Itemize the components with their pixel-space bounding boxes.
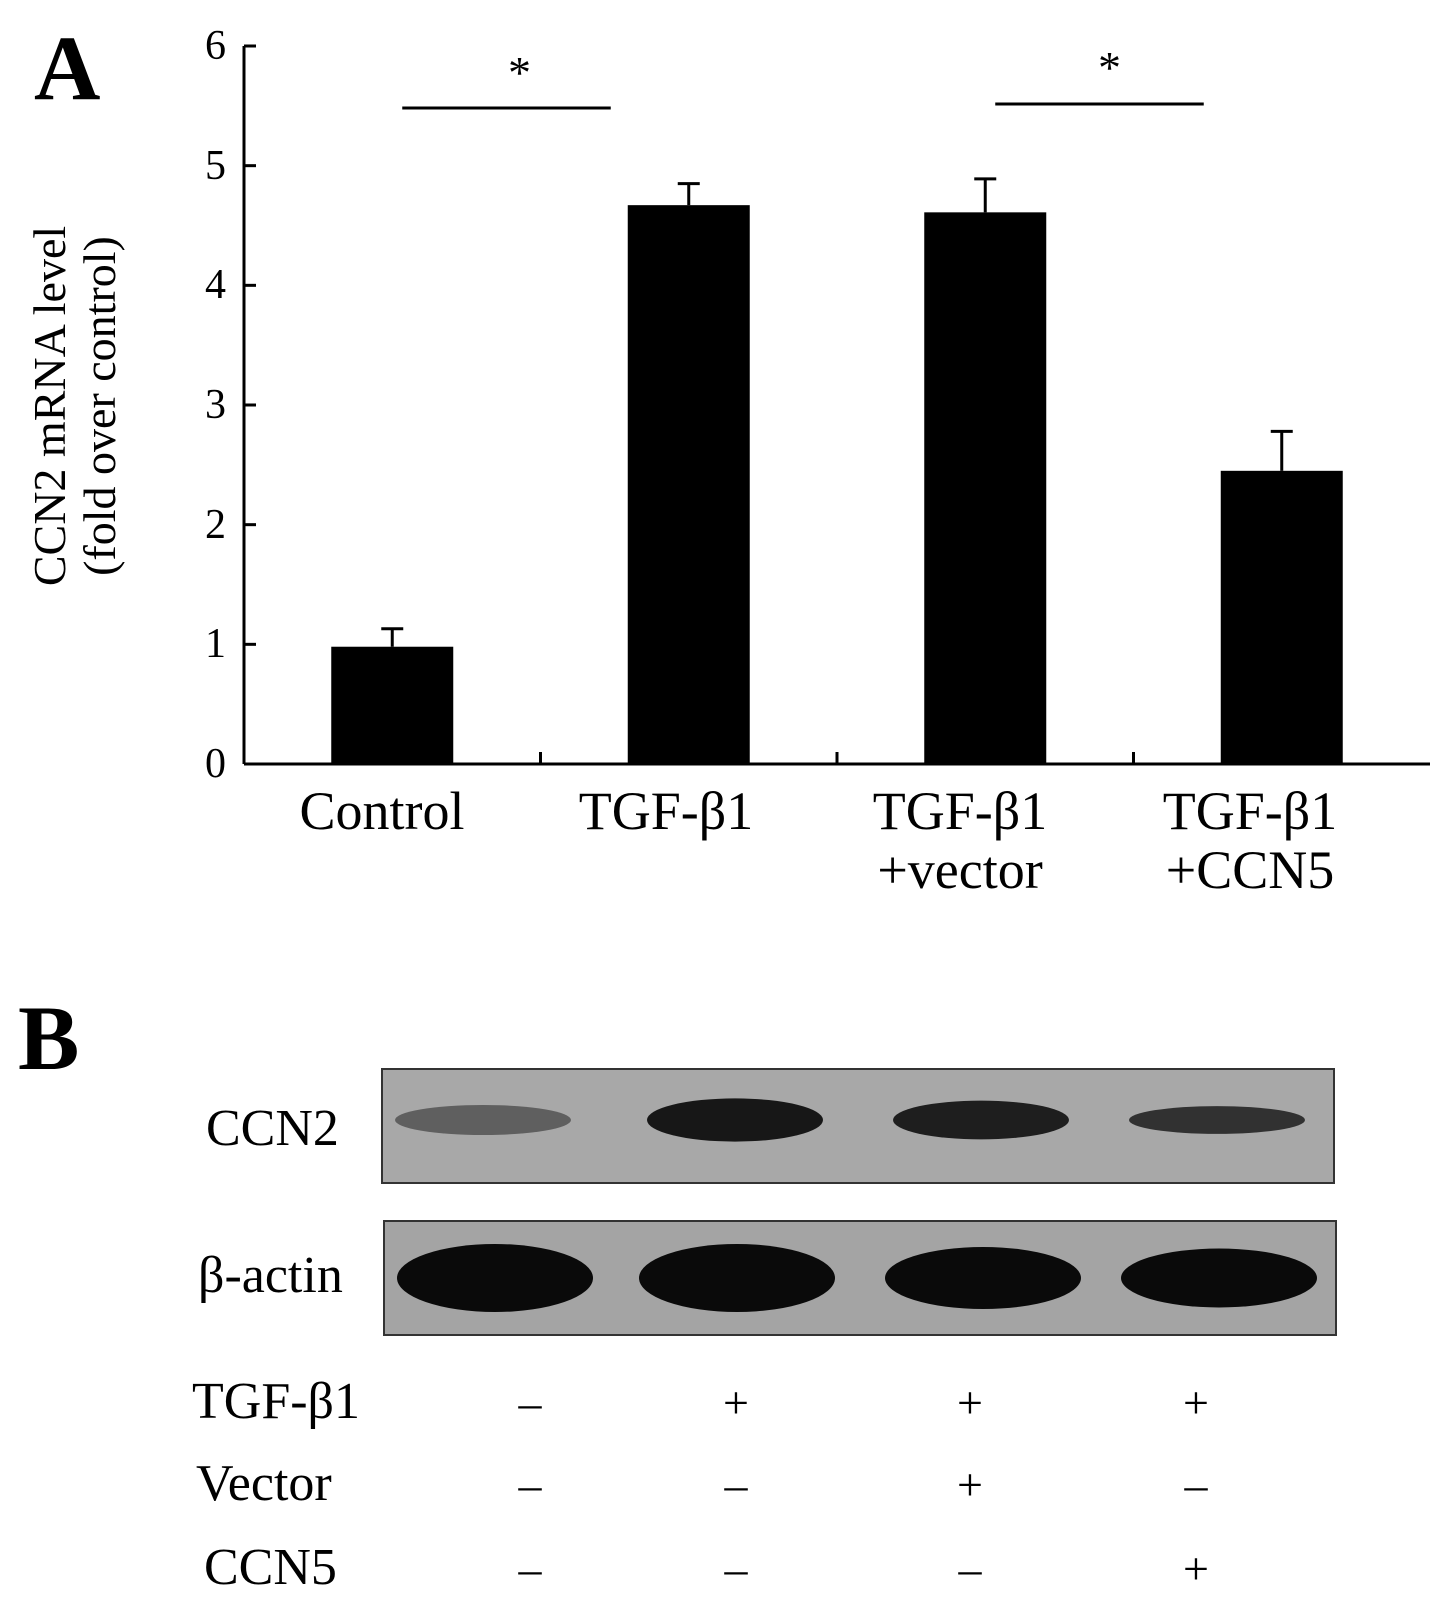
blot-band-1-0: [397, 1244, 593, 1312]
treatment-symbol: +: [957, 1459, 983, 1510]
blot-band-0-2: [893, 1100, 1069, 1140]
y-tick-label: 5: [205, 142, 226, 189]
category-label-tgf-vector: TGF-β1 +vector: [872, 781, 1048, 901]
bar-chart: [242, 44, 1430, 766]
y-tick-label: 4: [205, 262, 226, 309]
blot-band-1-2: [885, 1247, 1081, 1309]
blot-band-0-0: [395, 1105, 571, 1135]
category-label-tgf: TGF-β1: [578, 781, 754, 841]
y-tick-label: 6: [205, 23, 226, 69]
bar-1: [627, 205, 750, 764]
bar-2: [924, 212, 1047, 764]
treatment-symbol: –: [724, 1459, 748, 1510]
category-label-control: Control: [299, 781, 465, 841]
treatment-symbol: –: [724, 1543, 748, 1594]
y-tick-label: 2: [205, 501, 226, 548]
treatment-label-vector: Vector: [196, 1455, 332, 1512]
treatment-symbol: +: [957, 1377, 983, 1428]
treatment-symbol: –: [1184, 1459, 1208, 1510]
bar-3: [1220, 470, 1343, 764]
treatment-label-ccn5: CCN5: [204, 1539, 337, 1596]
treatment-symbol: –: [958, 1543, 982, 1594]
treatment-symbol: –: [518, 1543, 542, 1594]
category-label-tgf-ccn5: TGF-β1 +CCN5: [1162, 781, 1338, 901]
blot-band-1-3: [1121, 1248, 1317, 1308]
blot-band-0-1: [647, 1098, 823, 1142]
panel-b-label: B: [18, 987, 80, 1089]
blot-ccn2: [381, 1068, 1335, 1184]
blot-label-beta-actin: β-actin: [198, 1247, 343, 1304]
y-tick-label: 3: [205, 382, 226, 428]
y-tick-label: 0: [205, 741, 226, 787]
significance-star-1: *: [508, 47, 531, 98]
treatment-symbol: +: [1183, 1377, 1209, 1428]
treatment-symbol: –: [518, 1377, 542, 1428]
treatment-symbol: –: [518, 1459, 542, 1510]
treatment-label-tgf: TGF-β1: [192, 1373, 361, 1430]
blot-band-1-1: [639, 1244, 835, 1312]
treatment-symbol: +: [723, 1377, 749, 1428]
panel-a-label: A: [34, 17, 101, 119]
blot-label-ccn2: CCN2: [206, 1100, 339, 1157]
blot-band-0-3: [1129, 1106, 1305, 1134]
blot-beta-actin: [383, 1220, 1337, 1336]
treatment-symbol: +: [1183, 1543, 1209, 1594]
significance-star-2: *: [1098, 42, 1121, 93]
y-tick-label: 1: [205, 621, 226, 668]
bar-0: [331, 646, 454, 764]
